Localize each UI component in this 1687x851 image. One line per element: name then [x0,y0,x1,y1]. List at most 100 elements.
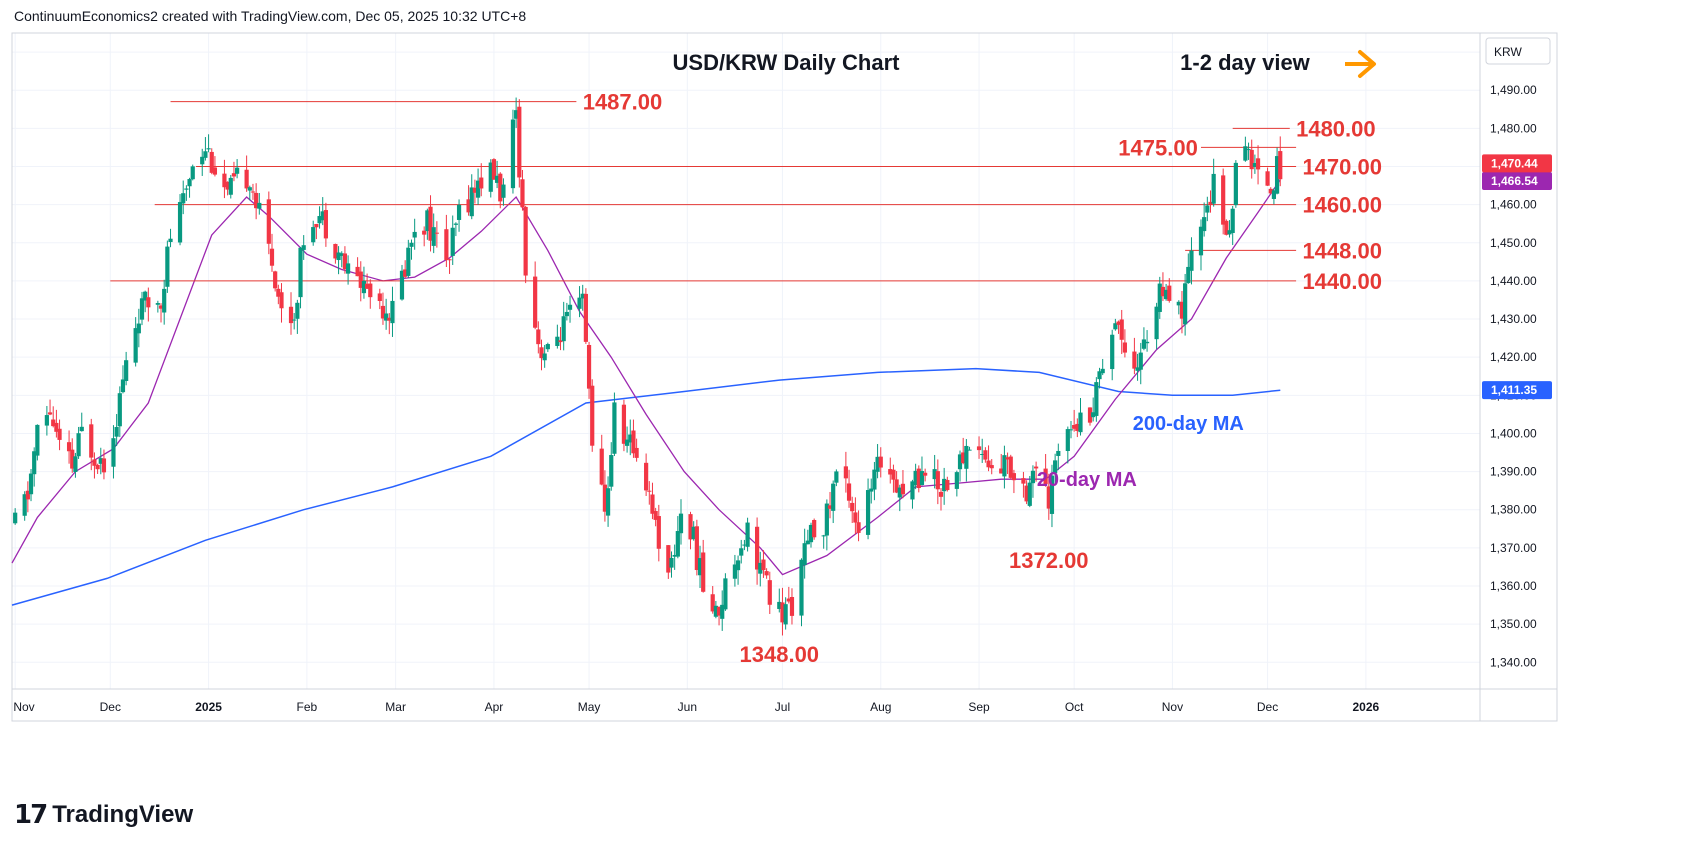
candle-body [32,451,37,475]
candle-body [114,427,119,437]
candle-body [1176,301,1181,306]
last-price-tag-bg [1482,154,1552,173]
candle-body [168,238,173,243]
candle-body [964,445,969,469]
candle-body [111,438,116,467]
ma20-line [11,179,1281,576]
candle-body [846,483,852,501]
level-label: 1448.00 [1302,238,1382,263]
candle-body [653,511,658,520]
candle-body [377,293,382,302]
candle-body [1208,201,1213,205]
candle-body [225,181,230,190]
candle-body [843,466,848,479]
candle-body [523,206,528,276]
candle-body [92,459,97,466]
candle-body [980,453,985,455]
candle-body [1072,424,1077,429]
candle-body [498,173,503,202]
candle-body [942,478,947,492]
candle-body [1011,473,1017,481]
candle-body [764,571,769,576]
candle-body [1271,190,1277,199]
candle-body [821,535,826,537]
candle-body [66,442,72,452]
candle-body [669,557,674,568]
candle-body [767,580,772,605]
candle-body [247,187,252,191]
candle-body [783,604,788,625]
candle-body [983,450,988,460]
candle-body [466,199,471,213]
candle-body [856,522,861,533]
y-tick-label: 1,490.00 [1490,83,1537,97]
candle-body [95,464,100,470]
candle-body [827,505,833,509]
candle-body [916,468,921,489]
candle-body [1046,486,1051,509]
candle-body [475,180,481,198]
candle-body [311,227,316,243]
y-tick-label: 1,370.00 [1490,541,1537,555]
candle-body [1205,205,1210,213]
currency-label: KRW [1494,45,1522,59]
candle-body [412,231,417,238]
candle-body [1087,407,1093,423]
candle-body [501,184,506,198]
candle-body [910,481,915,500]
ma200-line [11,367,1281,606]
candle-body [345,263,351,274]
candle-body [158,305,164,309]
candle-body [567,304,573,310]
candle-body [802,543,807,566]
y-tick-label: 1,450.00 [1490,236,1537,250]
tradingview-logo[interactable]: 17 TradingView [14,800,193,830]
ma200-price-tag-bg [1482,381,1552,400]
candle-body [139,298,145,320]
candle-body [422,230,427,235]
candle-body [434,232,439,234]
candle-body [361,280,367,294]
candle-body [923,472,928,476]
candle-body [812,520,817,538]
candle-body [945,479,950,491]
candle-body [824,503,829,536]
candle-body [675,531,680,557]
candle-body [1024,485,1029,502]
x-tick-label: 2025 [195,700,222,714]
candle-body [342,253,348,270]
ma200-price-tag: 1,411.35 [1491,383,1537,397]
candle-body [190,166,195,180]
candle-body [628,434,633,443]
candle-body [1097,371,1102,380]
candle-body [479,177,484,189]
candle-body [279,292,284,309]
candle-body [444,229,449,260]
candle-body [117,393,122,427]
candle-body [878,456,883,468]
candle-body [447,259,452,261]
candle-body [1252,163,1257,167]
candle-body [590,385,595,446]
candle-body [1230,208,1235,233]
candle-body [228,177,233,195]
last-price-tag: 1,470.44 [1491,156,1538,170]
candle-body [542,353,547,361]
candle-body [336,252,341,261]
candle-body [28,473,34,495]
candle-body [723,578,728,610]
candle-body [1116,321,1121,325]
y-tick-label: 1,460.00 [1490,198,1537,212]
candle-body [187,179,192,187]
y-tick-label: 1,350.00 [1490,617,1537,631]
low-label: 1372.00 [1009,548,1089,573]
candle-body [932,469,937,480]
candle-body [73,456,78,472]
candle-body [184,188,189,190]
candle-body [780,602,785,623]
candle-body [22,494,27,516]
level-label: 1470.00 [1302,154,1382,179]
y-tick-label: 1,420.00 [1490,350,1537,364]
candle-body [469,187,474,217]
candle-body [120,379,126,393]
